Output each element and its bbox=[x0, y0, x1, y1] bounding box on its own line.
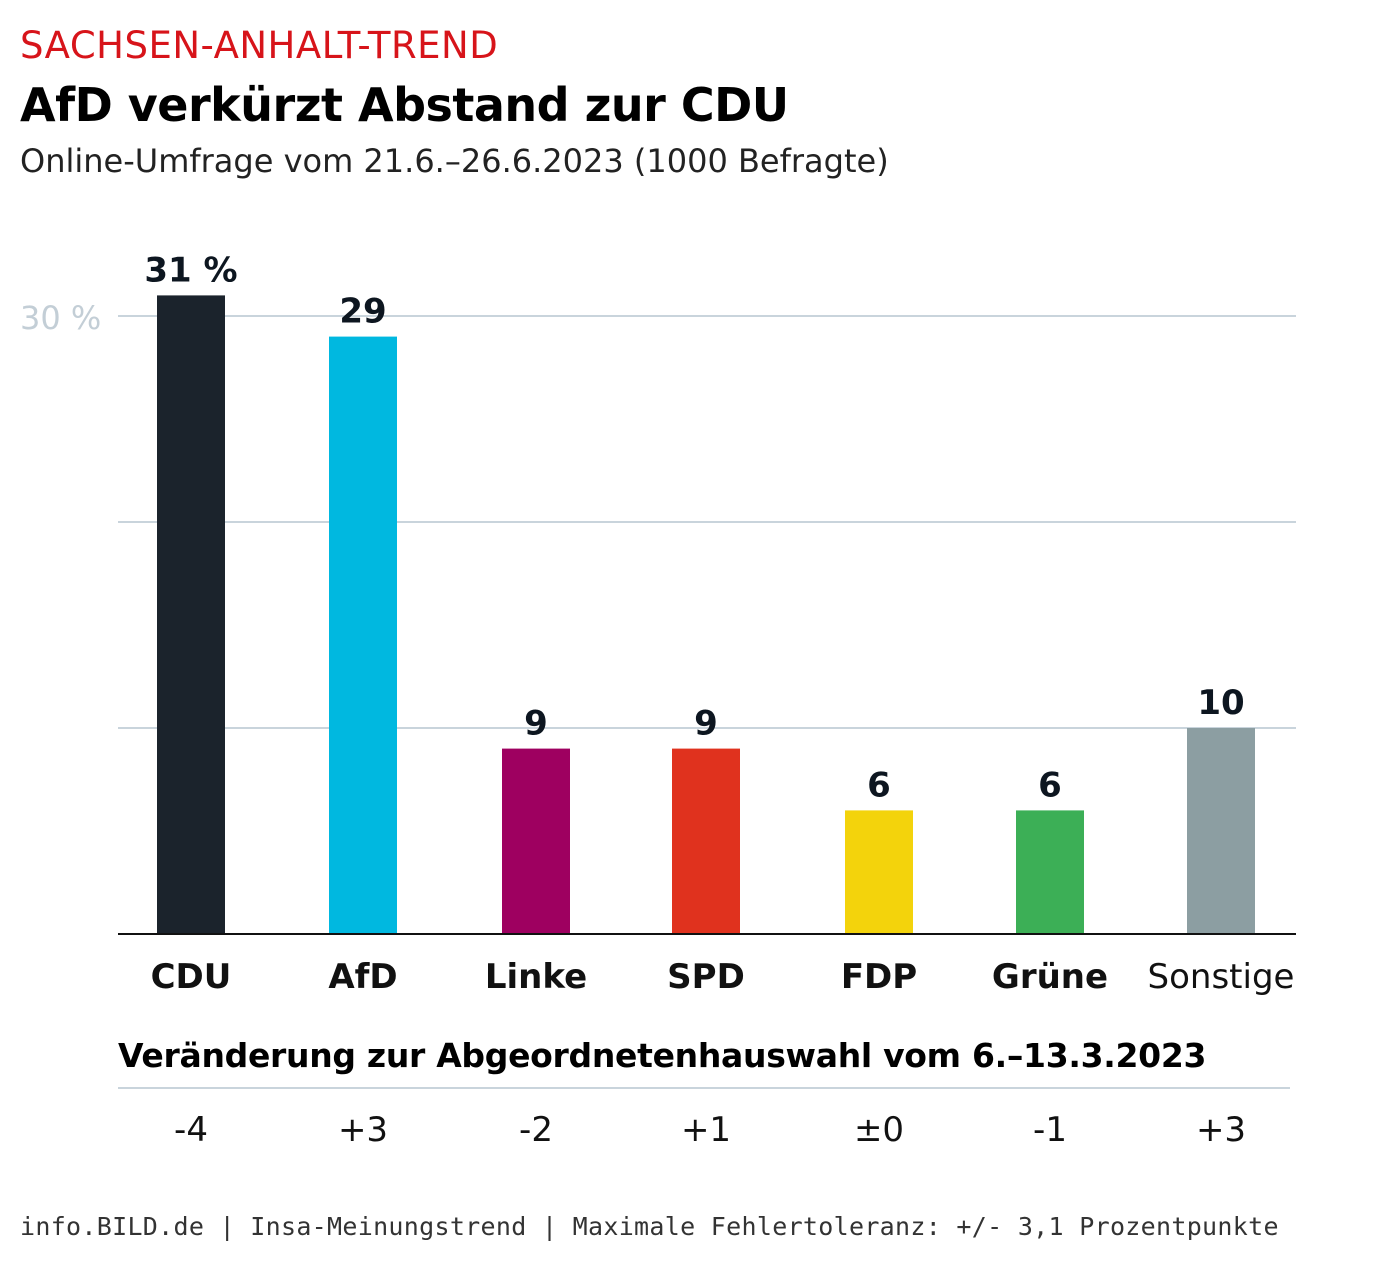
chart-title: AfD verkürzt Abstand zur CDU bbox=[20, 78, 789, 132]
category-label: Grüne bbox=[992, 957, 1108, 997]
bar-cdu bbox=[157, 295, 225, 934]
value-label: 6 bbox=[1038, 765, 1062, 805]
category-label: CDU bbox=[151, 957, 232, 997]
change-value: +3 bbox=[337, 1110, 389, 1150]
bar-spd bbox=[672, 748, 740, 934]
change-divider bbox=[118, 1087, 1290, 1089]
value-label: 31 % bbox=[144, 250, 237, 290]
bar-afd bbox=[329, 336, 397, 935]
value-label: 29 bbox=[339, 292, 386, 332]
bar-sonstige bbox=[1187, 728, 1255, 934]
category-label: Linke bbox=[485, 957, 587, 997]
kicker: SACHSEN-ANHALT-TREND bbox=[20, 24, 499, 67]
value-label: 10 bbox=[1197, 683, 1244, 723]
change-value: -4 bbox=[174, 1110, 208, 1150]
bar-linke bbox=[502, 748, 570, 934]
footer-source: info.BILD.de | Insa-Meinungstrend | Maxi… bbox=[20, 1212, 1279, 1241]
category-label: AfD bbox=[328, 957, 397, 997]
change-value: +1 bbox=[680, 1110, 732, 1150]
change-value: +3 bbox=[1195, 1110, 1247, 1150]
change-value: ±0 bbox=[853, 1110, 905, 1150]
value-label: 9 bbox=[524, 704, 548, 744]
category-label: SPD bbox=[667, 957, 745, 997]
change-value: -2 bbox=[519, 1110, 553, 1150]
bar-grüne bbox=[1016, 810, 1084, 934]
change-heading: Veränderung zur Abgeordnetenhauswahl vom… bbox=[118, 1036, 1207, 1075]
category-label: Sonstige bbox=[1148, 957, 1295, 997]
chart-subtitle: Online-Umfrage vom 21.6.–26.6.2023 (1000… bbox=[20, 142, 889, 180]
bar-fdp bbox=[845, 810, 913, 934]
change-value: -1 bbox=[1033, 1110, 1067, 1150]
value-label: 6 bbox=[867, 765, 891, 805]
category-label: FDP bbox=[841, 957, 917, 997]
value-label: 9 bbox=[694, 704, 718, 744]
y-tick-label: 30 % bbox=[20, 299, 101, 337]
bar-chart: 30 % 31 % CDU 29 AfD 9 Linke 9 SPD 6 FDP 6 Grüne 10 So… bbox=[20, 250, 1296, 997]
